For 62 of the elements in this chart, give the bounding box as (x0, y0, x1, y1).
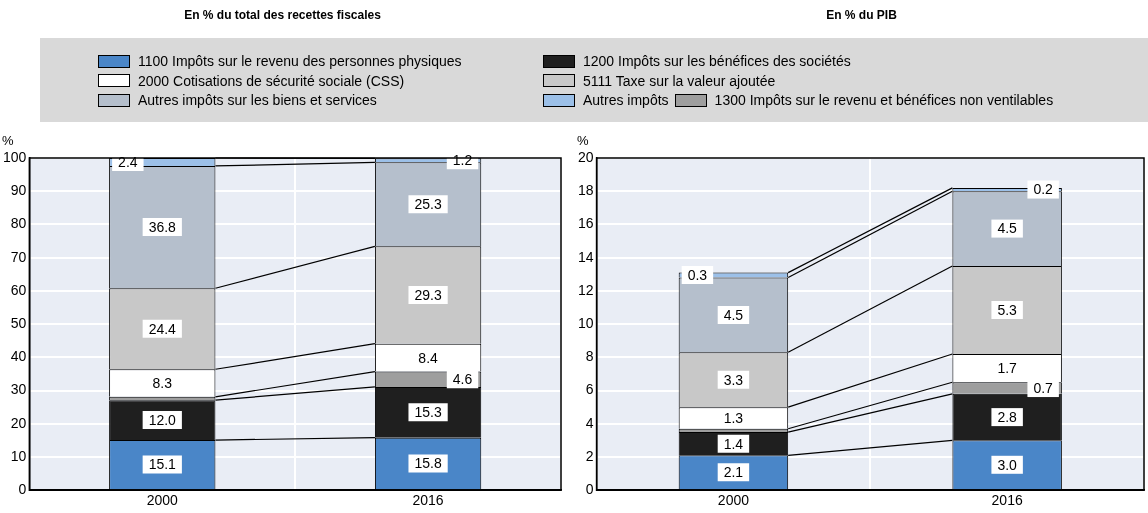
data-label: 3.3 (723, 371, 744, 388)
y-tick-label: 30 (10, 381, 27, 398)
y-tick-label: 4 (585, 414, 594, 431)
y-tick-label: 10 (577, 314, 594, 331)
y-tick-label: 18 (577, 182, 594, 199)
y-tick-label: 12 (577, 281, 594, 298)
y-tick-label: 70 (10, 248, 27, 265)
data-label: 0.2 (1033, 181, 1054, 198)
legend-label: Autres impôts (583, 92, 669, 108)
data-label: 5.3 (997, 301, 1018, 318)
data-label: 4.6 (452, 371, 473, 388)
legend-label: 2000 Cotisations de sécurité sociale (CSS) (138, 72, 405, 89)
y-tick-label: 8 (585, 348, 594, 365)
data-label: 2.1 (723, 464, 744, 481)
data-label: 36.8 (148, 218, 177, 235)
legend-label: Autres impôts sur les biens et services (138, 92, 377, 108)
y-tick-label: 2 (585, 447, 594, 464)
x-tick-label: 2000 (146, 492, 179, 509)
y-tick-label: 80 (10, 215, 27, 232)
y-tick-label: 90 (10, 182, 27, 199)
x-tick-label: 2016 (991, 492, 1023, 509)
x-tick-label: 2000 (717, 492, 750, 509)
data-label: 15.1 (148, 456, 177, 473)
y-tick-label: 60 (10, 281, 27, 298)
y-tick-label: 0 (18, 481, 27, 498)
data-label: 3.0 (997, 456, 1018, 473)
y-tick-label: 6 (585, 381, 594, 398)
data-label: 29.3 (414, 286, 442, 303)
y-axis-title: % (2, 133, 14, 149)
chart-title: En % du total des recettes fiscales (183, 8, 382, 22)
data-label: 15.3 (414, 404, 442, 421)
data-label: 1.4 (723, 435, 744, 452)
data-label: 4.5 (723, 306, 744, 323)
legend-label: 1200 Impôts sur les bénéfices des sociétés (583, 53, 851, 69)
y-tick-label: 40 (10, 348, 27, 365)
y-tick-label: 50 (10, 314, 27, 331)
data-label: 1.7 (997, 359, 1018, 376)
y-tick-label: 100 (3, 148, 27, 165)
y-tick-label: 14 (577, 248, 594, 265)
y-tick-label: 20 (577, 148, 594, 165)
legend-label: 5111 Taxe sur la valeur ajoutée (583, 72, 776, 89)
y-tick-label: 16 (577, 215, 594, 232)
data-label: 1.3 (723, 409, 744, 426)
data-label: 12.0 (148, 411, 177, 428)
y-tick-label: 10 (10, 447, 27, 464)
y-axis-title: % (577, 133, 589, 149)
data-label: 0.3 (687, 266, 708, 283)
chart-title: En % du PIB (825, 8, 898, 22)
data-label: 2.4 (118, 153, 138, 170)
data-label: 0.7 (1033, 379, 1054, 396)
data-label: 15.8 (414, 455, 442, 472)
data-label: 2.8 (997, 408, 1018, 425)
legend-label: 1300 Impôts sur le revenu et bénéfices non ventilables (714, 92, 1054, 108)
data-label: 4.5 (997, 220, 1018, 237)
legend-label: 1100 Impôts sur le revenu des personnes physiques (138, 53, 462, 69)
data-label: 24.4 (148, 320, 177, 337)
y-tick-label: 0 (585, 481, 594, 498)
data-label: 25.3 (414, 196, 442, 213)
data-label: 8.3 (152, 374, 173, 391)
data-label: 8.4 (418, 349, 439, 366)
x-tick-label: 2016 (412, 492, 444, 509)
y-tick-label: 20 (10, 414, 27, 431)
